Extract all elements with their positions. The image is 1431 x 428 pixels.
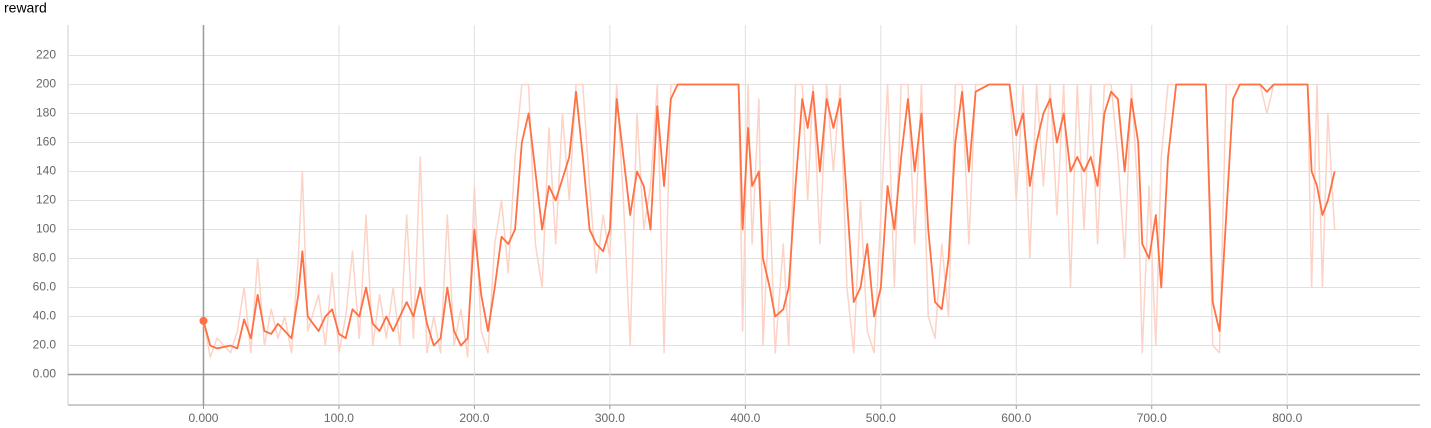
x-tick-label: 400.0 xyxy=(730,411,760,425)
point-marker xyxy=(199,316,208,325)
y-tick-label: 20.0 xyxy=(33,338,57,352)
y-tick-label: 220 xyxy=(36,48,56,62)
y-tick-label: 0.00 xyxy=(33,367,57,381)
x-tick-label: 600.0 xyxy=(1001,411,1031,425)
x-tick-label: 500.0 xyxy=(866,411,896,425)
y-tick-label: 80.0 xyxy=(33,251,57,265)
x-tick-label: 200.0 xyxy=(459,411,489,425)
y-tick-label: 200 xyxy=(36,77,56,91)
x-tick-label: 800.0 xyxy=(1272,411,1302,425)
y-tick-label: 100 xyxy=(36,222,56,236)
y-tick-label: 180 xyxy=(36,106,56,120)
y-tick-label: 40.0 xyxy=(33,309,57,323)
x-tick-label: 700.0 xyxy=(1137,411,1167,425)
series-line xyxy=(202,83,1336,358)
x-tick-label: 0.000 xyxy=(188,411,218,425)
y-tick-label: 120 xyxy=(36,193,56,207)
series-line xyxy=(202,83,1336,350)
y-tick-label: 60.0 xyxy=(33,280,57,294)
x-tick-label: 300.0 xyxy=(595,411,625,425)
chart-title: reward xyxy=(4,0,47,16)
x-tick-label: 100.0 xyxy=(324,411,354,425)
y-tick-label: 160 xyxy=(36,135,56,149)
y-tick-label: 140 xyxy=(36,164,56,178)
